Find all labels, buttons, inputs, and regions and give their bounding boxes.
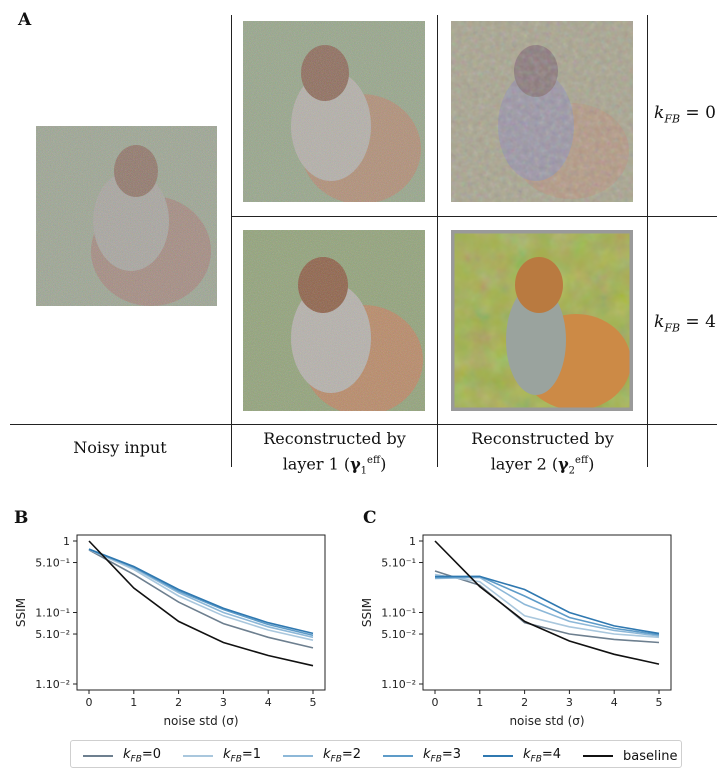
- y-axis-label: SSIM: [14, 598, 28, 627]
- x-tick-label: 5: [310, 696, 317, 709]
- legend-label: kFB=0: [123, 747, 162, 765]
- caption-layer1: Reconstructed by layer 1 (γ1eff): [263, 429, 406, 477]
- series-line-k0: [434, 570, 660, 644]
- x-tick-label: 2: [175, 696, 182, 709]
- x-tick-label: 2: [521, 696, 528, 709]
- legend: kFB=0 kFB=1 kFB=2 kFB=3 kFB=4 baseline: [70, 740, 682, 768]
- caption-noisy-input: Noisy input: [73, 438, 167, 457]
- layer2-kfb4-image: [451, 230, 633, 411]
- legend-swatch: [583, 755, 613, 757]
- panel-a-letter: A: [18, 10, 32, 30]
- y-tick-label: 1.10⁻²: [35, 678, 70, 691]
- x-tick-label: 1: [130, 696, 137, 709]
- y-tick-label: 5.10⁻¹: [381, 557, 416, 570]
- chart-b: 1 5.10⁻¹ 1.10⁻¹ 5.10⁻² 1.10⁻² 0 1 2 3 4 5 noise std…: [14, 534, 326, 728]
- x-tick-label: 4: [611, 696, 618, 709]
- y-axis-label: SSIM: [360, 598, 374, 627]
- y-tick-label: 5.10⁻²: [35, 628, 70, 641]
- horizontal-divider-bottom: [10, 424, 717, 425]
- x-tick-label: 4: [265, 696, 272, 709]
- vertical-divider-2: [437, 15, 438, 467]
- y-tick-label: 5.10⁻²: [381, 628, 416, 641]
- legend-item-k4: kFB=4: [483, 747, 561, 765]
- y-tick-label: 1: [63, 535, 70, 548]
- y-tick-label: 1.10⁻²: [381, 678, 416, 691]
- x-tick-label: 0: [432, 696, 439, 709]
- legend-item-k1: kFB=1: [183, 747, 261, 765]
- x-tick-label: 3: [220, 696, 227, 709]
- legend-swatch: [483, 755, 513, 757]
- legend-swatch: [183, 755, 213, 757]
- legend-swatch: [383, 755, 413, 757]
- layer2-kfb0-image: [451, 21, 633, 202]
- row-label-kfb0: kFB = 0: [654, 103, 716, 126]
- legend-label: baseline: [623, 748, 678, 764]
- legend-swatch: [83, 755, 113, 757]
- legend-swatch: [283, 755, 313, 757]
- noisy-input-image: [36, 126, 217, 306]
- y-tick-label: 1.10⁻¹: [381, 607, 416, 620]
- panel-b-letter: B: [14, 508, 29, 528]
- series-line-baseline: [434, 540, 660, 665]
- vertical-divider-1: [231, 15, 232, 467]
- y-tick-label: 1: [409, 535, 416, 548]
- series-line-k0: [88, 549, 314, 649]
- panel-c-letter: C: [363, 508, 377, 528]
- legend-label: kFB=2: [323, 747, 362, 765]
- series-line-k1: [88, 548, 314, 641]
- series-line-k1: [434, 573, 660, 639]
- series-line-k4: [88, 548, 314, 635]
- series-line-k2: [434, 576, 660, 637]
- legend-label: kFB=1: [223, 747, 262, 765]
- chart-c: 1 5.10⁻¹ 1.10⁻¹ 5.10⁻² 1.10⁻² 0 1 2 3 4 5 noise std…: [360, 534, 672, 728]
- row-label-kfb4: kFB = 4: [654, 312, 716, 335]
- vertical-divider-3: [647, 15, 648, 467]
- x-tick-label: 1: [476, 696, 483, 709]
- series-line-baseline: [88, 540, 314, 667]
- series-line-k4: [435, 575, 660, 635]
- legend-item-k0: kFB=0: [83, 747, 161, 765]
- legend-item-k3: kFB=3: [383, 747, 461, 765]
- caption-layer2: Reconstructed by layer 2 (γ2eff): [471, 429, 614, 477]
- x-tick-label: 5: [656, 696, 663, 709]
- legend-label: kFB=3: [423, 747, 462, 765]
- series-line-k3: [434, 575, 660, 636]
- horizontal-divider-mid: [231, 216, 717, 217]
- legend-label: kFB=4: [523, 747, 562, 765]
- layer1-kfb0-image: [243, 21, 425, 202]
- legend-item-baseline: baseline: [583, 747, 677, 765]
- x-tick-label: 3: [566, 696, 573, 709]
- x-axis-label: noise std (σ): [509, 714, 584, 728]
- legend-item-k2: kFB=2: [283, 747, 361, 765]
- layer1-kfb4-image: [243, 230, 425, 411]
- y-tick-label: 5.10⁻¹: [35, 557, 70, 570]
- x-tick-label: 0: [86, 696, 93, 709]
- x-axis-label: noise std (σ): [163, 714, 238, 728]
- y-tick-label: 1.10⁻¹: [35, 607, 70, 620]
